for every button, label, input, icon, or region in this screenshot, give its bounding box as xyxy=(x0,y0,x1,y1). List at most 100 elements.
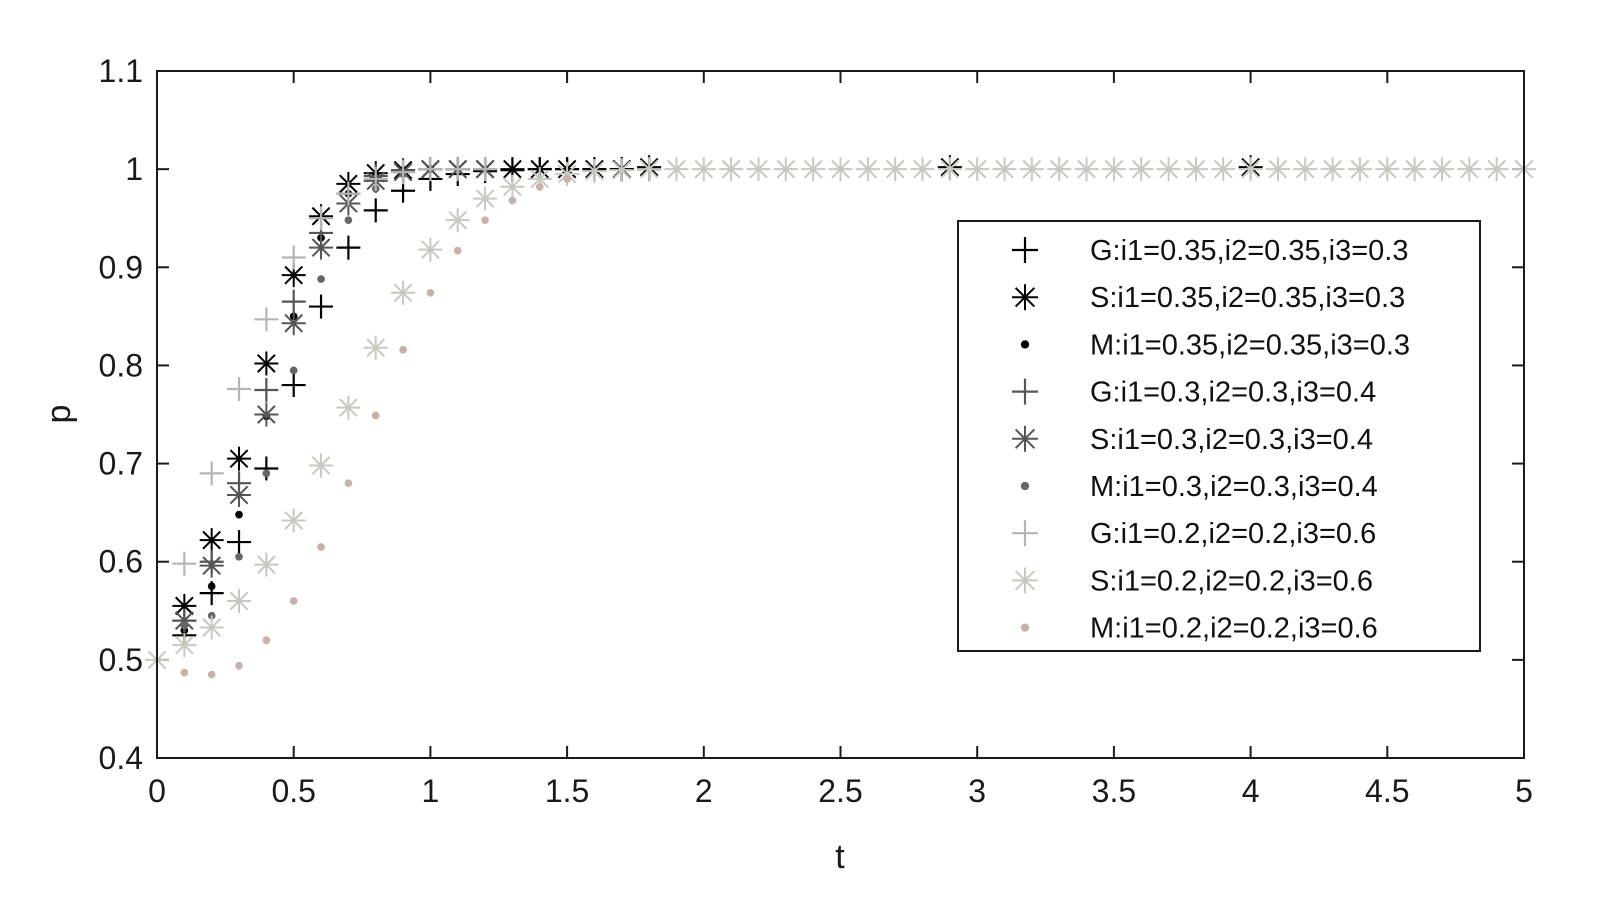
data-point xyxy=(207,670,216,679)
data-point xyxy=(992,157,1017,182)
data-point xyxy=(344,216,353,225)
data-point xyxy=(254,377,279,402)
series-7 xyxy=(172,157,498,576)
data-point xyxy=(235,661,243,670)
data-point xyxy=(773,157,798,182)
data-point xyxy=(199,528,224,553)
legend-marker xyxy=(1012,237,1038,263)
legend-label: G:i1=0.35,i2=0.35,i3=0.3 xyxy=(1090,235,1408,267)
legend-marker xyxy=(1012,520,1038,547)
data-point xyxy=(965,157,990,182)
legend: G:i1=0.35,i2=0.35,i3=0.3 S:i1=0.35,i2=0.3… xyxy=(957,220,1481,652)
x-tick-label: 3.5 xyxy=(1092,773,1136,809)
data-point xyxy=(309,206,334,231)
data-point xyxy=(637,157,662,182)
y-tick-label: 1.1 xyxy=(99,53,143,89)
data-point xyxy=(199,461,224,486)
data-point xyxy=(719,157,744,182)
data-point xyxy=(1375,157,1400,182)
data-point xyxy=(500,157,525,182)
legend-marker xyxy=(1020,481,1030,491)
y-tick-label: 0.7 xyxy=(99,446,143,482)
legend-marker xyxy=(1012,378,1038,405)
data-point xyxy=(309,294,334,319)
data-point xyxy=(473,186,498,211)
legend-marker xyxy=(1012,284,1038,311)
data-point xyxy=(254,552,279,577)
legend-item: M:i1=0.35,i2=0.35,i3=0.3 xyxy=(1020,329,1410,361)
legend-item: S:i1=0.3,i2=0.3,i3=0.4 xyxy=(1012,424,1373,456)
data-point xyxy=(746,157,771,182)
y-tick-label: 0.6 xyxy=(99,544,143,580)
x-tick-label: 0 xyxy=(148,773,166,809)
data-point xyxy=(1265,157,1290,182)
data-point xyxy=(227,588,252,613)
data-point xyxy=(1238,157,1263,182)
x-tick-label: 1 xyxy=(422,773,440,809)
x-tick-label: 4.5 xyxy=(1365,773,1409,809)
data-point xyxy=(235,510,243,519)
data-point xyxy=(1183,157,1208,182)
data-point xyxy=(227,446,252,471)
data-point xyxy=(172,608,197,633)
data-point xyxy=(281,508,306,533)
data-point xyxy=(254,307,279,332)
data-point xyxy=(172,633,197,658)
data-point xyxy=(1402,157,1427,182)
data-point xyxy=(1429,157,1454,182)
data-point xyxy=(199,553,224,578)
data-point xyxy=(289,597,298,605)
legend-marker xyxy=(1020,623,1030,632)
y-tick-label: 0.9 xyxy=(99,249,143,285)
data-point xyxy=(453,246,462,255)
x-tick-label: 2.5 xyxy=(818,773,862,809)
data-point xyxy=(1320,157,1345,182)
data-point xyxy=(691,157,716,182)
data-point xyxy=(172,551,197,576)
data-point xyxy=(281,311,306,336)
legend-label: M:i1=0.35,i2=0.35,i3=0.3 xyxy=(1090,329,1410,361)
data-point xyxy=(508,196,517,205)
data-point xyxy=(309,453,334,478)
data-point xyxy=(801,157,826,182)
data-point xyxy=(527,166,552,191)
data-point xyxy=(418,237,443,262)
legend-marker xyxy=(1020,340,1030,349)
data-point xyxy=(262,636,271,645)
data-point xyxy=(363,198,388,223)
data-point xyxy=(371,411,380,420)
data-point xyxy=(363,335,388,360)
legend-marker xyxy=(1012,425,1038,452)
x-tick-label: 0.5 xyxy=(271,773,315,809)
series-layer xyxy=(145,155,1536,679)
data-point xyxy=(336,395,361,420)
data-point xyxy=(1129,157,1154,182)
data-point xyxy=(180,621,189,630)
x-tick-label: 1.5 xyxy=(545,773,589,809)
y-tick-label: 0.4 xyxy=(99,740,143,776)
legend-marker xyxy=(1012,567,1038,594)
data-point xyxy=(1457,157,1482,182)
data-point xyxy=(262,469,271,478)
x-tick-label: 3 xyxy=(968,773,986,809)
data-point xyxy=(309,235,334,260)
data-point xyxy=(399,345,407,354)
data-point xyxy=(281,373,306,398)
y-tick-label: 1 xyxy=(125,151,143,187)
plot-frame xyxy=(156,70,1525,759)
data-point xyxy=(344,479,353,488)
x-axis-label: t xyxy=(835,838,845,876)
data-point xyxy=(473,157,498,182)
data-point xyxy=(609,158,634,183)
data-point xyxy=(1211,157,1236,182)
data-point xyxy=(664,157,689,182)
legend-label: G:i1=0.2,i2=0.2,i3=0.6 xyxy=(1090,518,1376,550)
legend-item: G:i1=0.35,i2=0.35,i3=0.3 xyxy=(1012,235,1408,267)
data-point xyxy=(289,366,298,375)
legend-label: S:i1=0.3,i2=0.3,i3=0.4 xyxy=(1090,424,1373,456)
series-9 xyxy=(180,175,571,679)
data-point xyxy=(391,280,416,305)
data-point xyxy=(1047,157,1072,182)
data-point xyxy=(227,482,252,507)
data-point xyxy=(254,402,279,427)
